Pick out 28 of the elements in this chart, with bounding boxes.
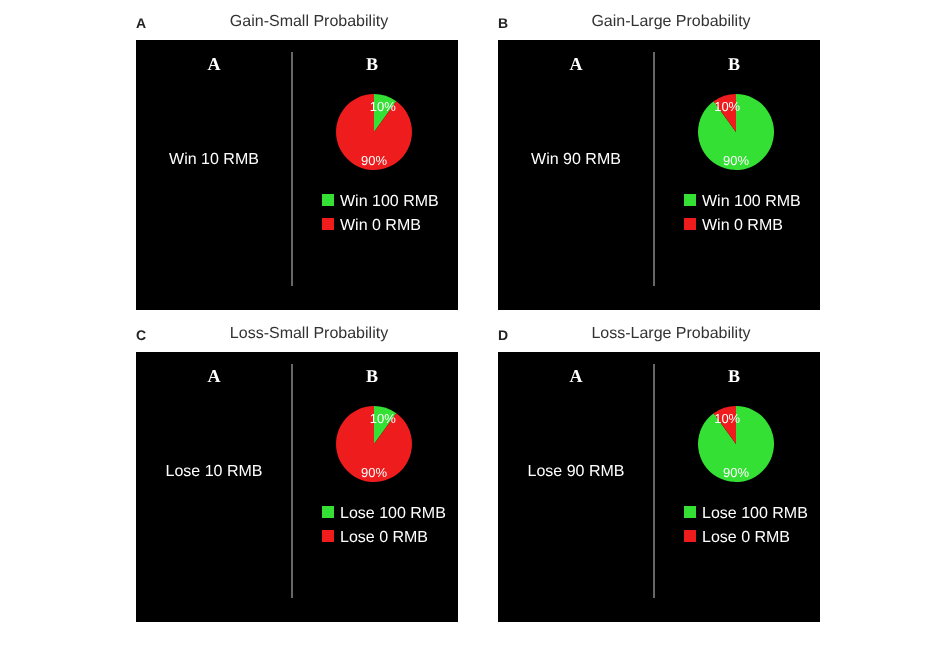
legend-label: Win 100 RMB: [702, 192, 801, 210]
chart-title: Gain-Large Probability: [591, 12, 751, 30]
pie-slice: [336, 406, 412, 482]
legend-label: Win 0 RMB: [702, 216, 783, 234]
legend-label: Win 100 RMB: [340, 192, 439, 210]
text: Win 10 RMB: [169, 150, 259, 168]
text: B: [365, 366, 379, 386]
chart-title: Loss-Small Probability: [229, 324, 389, 342]
legend-label: Lose 0 RMB: [340, 528, 429, 546]
text: A: [569, 366, 584, 386]
text: A: [569, 54, 584, 74]
text: Lose 10 RMB: [165, 462, 263, 480]
legend-label: Win 0 RMB: [340, 216, 421, 234]
text: B: [365, 54, 379, 74]
text: A: [207, 366, 222, 386]
legend-label: Lose 0 RMB: [702, 528, 791, 546]
text: B: [727, 366, 741, 386]
text: Win 90 RMB: [531, 150, 621, 168]
text: B: [727, 54, 741, 74]
legend-label: Lose 100 RMB: [702, 504, 808, 522]
chart-title: Gain-Small Probability: [229, 12, 389, 30]
text: A: [207, 54, 222, 74]
text: Lose 90 RMB: [527, 462, 625, 480]
pie-slice: [336, 94, 412, 170]
legend-label: Lose 100 RMB: [340, 504, 446, 522]
pie-slice: [698, 94, 774, 170]
pie-slice: [698, 406, 774, 482]
chart-title: Loss-Large Probability: [591, 324, 751, 342]
